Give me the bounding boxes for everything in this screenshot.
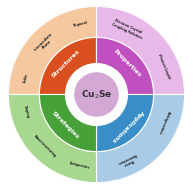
Text: Doping: Doping xyxy=(22,105,29,118)
Wedge shape xyxy=(96,37,154,94)
Text: Strategies: Strategies xyxy=(51,111,80,140)
Text: Phonon Liquid: Phonon Liquid xyxy=(157,54,170,80)
Text: Cu$_2$Se: Cu$_2$Se xyxy=(81,88,112,101)
Text: Nanostructuring: Nanostructuring xyxy=(33,134,57,158)
Wedge shape xyxy=(96,94,185,183)
Circle shape xyxy=(74,72,119,117)
Wedge shape xyxy=(8,6,97,94)
Text: Intermediate
Phase: Intermediate Phase xyxy=(34,32,57,55)
Text: Cubic: Cubic xyxy=(23,72,29,83)
Text: Composites: Composites xyxy=(69,161,90,170)
Text: Electron Crystal
Coupling Relation: Electron Crystal Coupling Relation xyxy=(111,18,144,40)
Wedge shape xyxy=(8,94,97,183)
Text: Trigonal: Trigonal xyxy=(72,20,87,28)
Text: Properties: Properties xyxy=(113,49,142,78)
Wedge shape xyxy=(39,94,96,152)
Wedge shape xyxy=(39,37,96,94)
Text: Applications: Applications xyxy=(111,108,145,143)
Wedge shape xyxy=(96,94,154,152)
Text: Power
Generation: Power Generation xyxy=(116,152,139,169)
Circle shape xyxy=(8,6,185,183)
Wedge shape xyxy=(96,6,185,94)
Text: Structures: Structures xyxy=(50,48,80,78)
Text: Refrigeration: Refrigeration xyxy=(157,110,170,135)
